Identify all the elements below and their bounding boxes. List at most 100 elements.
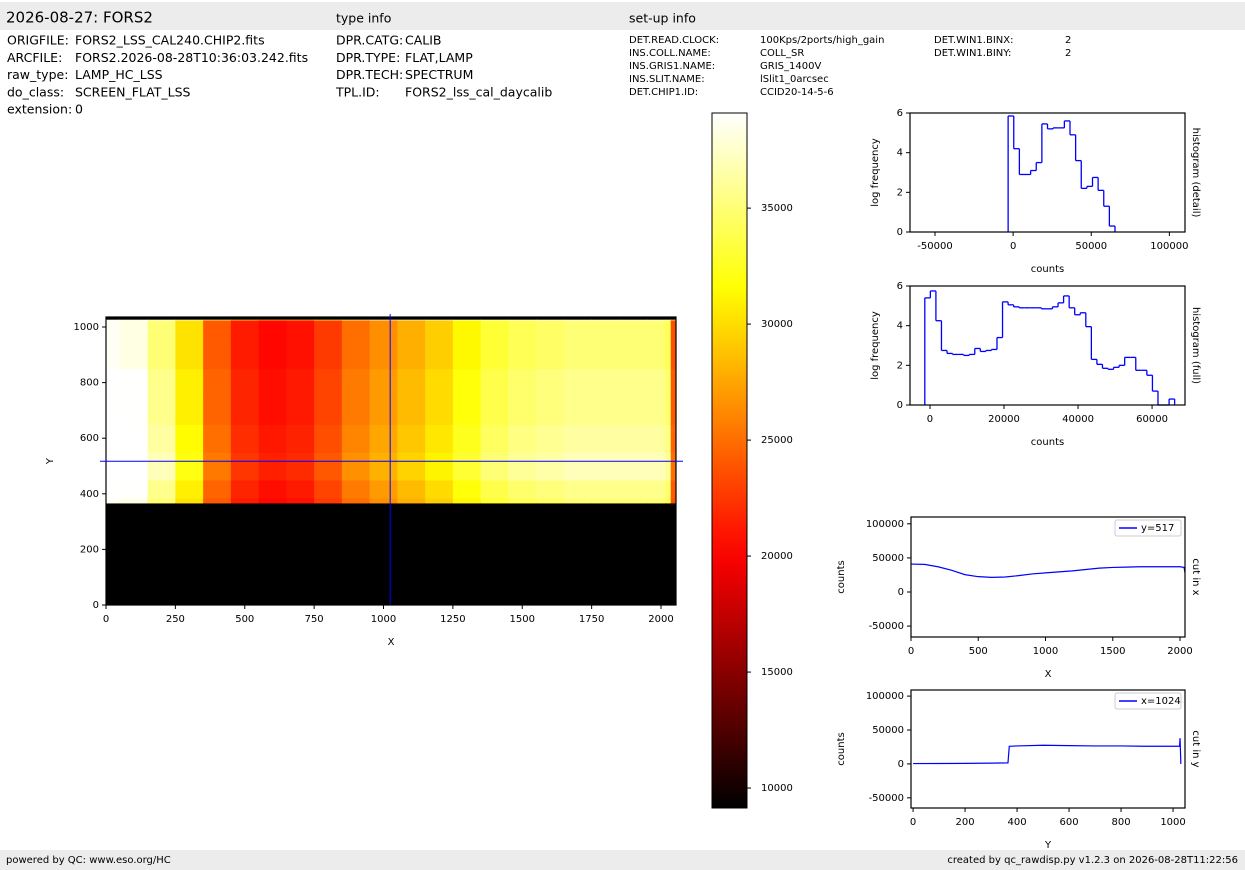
image-cell: [119, 323, 149, 342]
image-cell: [665, 323, 672, 342]
image-cell: [203, 319, 232, 325]
x-tick-label: 40000: [1062, 414, 1094, 425]
image-cell: [619, 563, 648, 592]
image-cell: [286, 340, 315, 370]
image-cell: [230, 319, 260, 325]
image-cell: [536, 396, 565, 425]
image-cell: [286, 535, 315, 564]
image-cell: [670, 512, 676, 537]
image-cell: [369, 479, 398, 499]
image-cell: [369, 319, 398, 325]
image-cell: [480, 323, 509, 342]
image-cell: [175, 512, 204, 537]
image-cell: [119, 340, 149, 370]
image-cell: [397, 512, 426, 537]
image-cell: [258, 319, 287, 325]
image-cell: [397, 452, 426, 481]
info-label: ORIGFILE:: [7, 33, 69, 48]
x-tick-label: 60000: [1136, 414, 1168, 425]
image-cell: [175, 591, 204, 605]
x-tick-label: 800: [1112, 817, 1131, 828]
image-cell: [508, 319, 537, 325]
image-cell: [106, 323, 121, 342]
image-cell: [286, 497, 315, 504]
info-label: extension:: [7, 102, 72, 117]
image-cell: [452, 317, 482, 320]
x-tick-label: 1250: [440, 614, 465, 625]
image-cell: [369, 317, 398, 320]
image-cell: [563, 323, 593, 342]
image-cell: [286, 317, 315, 320]
info-value: FORS2.2026-08-28T10:36:03.242.fits: [75, 50, 308, 65]
image-cell: [665, 319, 672, 325]
image-cell: [508, 368, 537, 398]
footer-left: powered by QC: www.eso.org/HC: [6, 855, 171, 866]
y-tick-label: 200: [80, 544, 99, 555]
image-cell: [230, 512, 260, 537]
image-cell: [508, 396, 537, 425]
image-cell: [314, 317, 343, 320]
image-cell: [106, 319, 121, 321]
image-cell: [175, 535, 204, 564]
image-cell: [286, 563, 315, 592]
image-cell: [175, 317, 204, 320]
image-cell: [480, 512, 509, 537]
image-cell: [619, 319, 648, 325]
image-cell: [341, 396, 371, 425]
image-cell: [665, 535, 672, 564]
x-tick-label: 2000: [648, 614, 673, 625]
image-cell: [670, 563, 676, 592]
info-label: DET.WIN1.BINY:: [934, 48, 1011, 59]
image-cell: [369, 319, 398, 321]
image-cell: [536, 479, 565, 499]
info-label: DPR.TYPE:: [336, 50, 400, 65]
image-cell: [369, 396, 398, 425]
image-cell: [508, 512, 537, 537]
image-cell: [341, 502, 371, 514]
image-cell: [480, 479, 509, 499]
image-cell: [314, 368, 343, 398]
y-tick-label: 0: [93, 600, 99, 611]
image-cell: [536, 317, 565, 320]
image-cell: [452, 452, 482, 481]
image-cell: [341, 319, 371, 321]
image-cell: [106, 424, 121, 453]
image-cell: [591, 368, 620, 398]
x-tick-label: 2000: [1167, 646, 1192, 657]
image-cell: [314, 479, 343, 499]
image-cell: [536, 452, 565, 481]
info-value: FORS2_LSS_CAL240.CHIP2.fits: [75, 33, 265, 48]
image-cell: [536, 497, 565, 504]
info-value: FLAT,LAMP: [405, 50, 473, 65]
image-cell: [508, 424, 537, 453]
image-cell: [480, 563, 509, 592]
image-cell: [480, 340, 509, 370]
image-cell: [508, 319, 537, 321]
image-cell: [508, 323, 537, 342]
image-cell: [665, 452, 672, 481]
image-cell: [203, 452, 232, 481]
image-cell: [536, 319, 565, 325]
image-cell: [619, 452, 648, 481]
info-label: INS.GRIS1.NAME:: [629, 61, 715, 72]
x-tick-label: 500: [235, 614, 254, 625]
image-cell: [203, 368, 232, 398]
image-cell: [314, 502, 343, 514]
image-cell: [591, 396, 620, 425]
image-cell: [425, 535, 454, 564]
image-cell: [341, 340, 371, 370]
info-label: INS.COLL.NAME:: [629, 48, 711, 59]
image-cell: [341, 323, 371, 342]
image-cell: [106, 317, 121, 320]
image-cell: [106, 512, 121, 537]
image-cell: [425, 591, 454, 605]
image-cell: [147, 452, 176, 481]
image-cell: [425, 563, 454, 592]
image-cell: [670, 502, 676, 514]
x-tick-label: 600: [1060, 817, 1079, 828]
info-value: 2: [1065, 35, 1071, 46]
image-cell: [119, 396, 149, 425]
colorbar-tick-label: 25000: [761, 435, 793, 446]
y-tick-label: 2: [897, 187, 903, 198]
section-heading: type info: [336, 11, 391, 26]
